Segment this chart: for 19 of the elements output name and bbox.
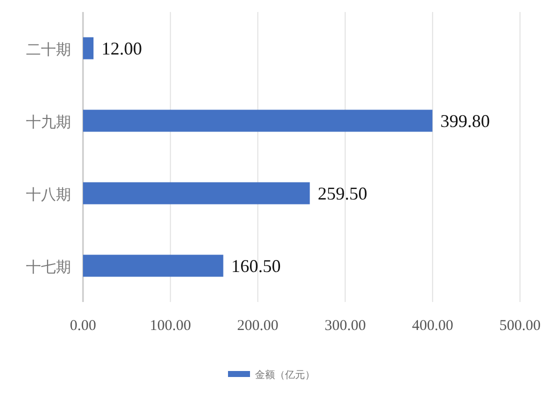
y-tick-label: 十九期 — [26, 112, 71, 131]
x-tick-label: 100.00 — [150, 318, 192, 334]
data-label: 12.00 — [101, 38, 142, 58]
data-label: 259.50 — [318, 183, 368, 204]
x-tick-label: 0.00 — [70, 318, 96, 334]
bar — [83, 110, 432, 132]
legend-label: 金额（亿元） — [255, 369, 315, 381]
data-label: 160.50 — [231, 256, 281, 276]
y-tick-label: 十七期 — [26, 258, 71, 276]
bar — [83, 254, 224, 277]
y-tick-label: 十八期 — [26, 185, 71, 204]
bar — [83, 182, 310, 204]
x-tick-label: 300.00 — [324, 318, 366, 334]
bar — [83, 37, 94, 60]
data-label: 399.80 — [440, 110, 490, 131]
x-tick-label: 400.00 — [412, 318, 454, 334]
x-tick-label: 500.00 — [499, 318, 541, 334]
x-tick-label: 200.00 — [237, 318, 278, 334]
y-tick-label: 二十期 — [26, 40, 71, 58]
